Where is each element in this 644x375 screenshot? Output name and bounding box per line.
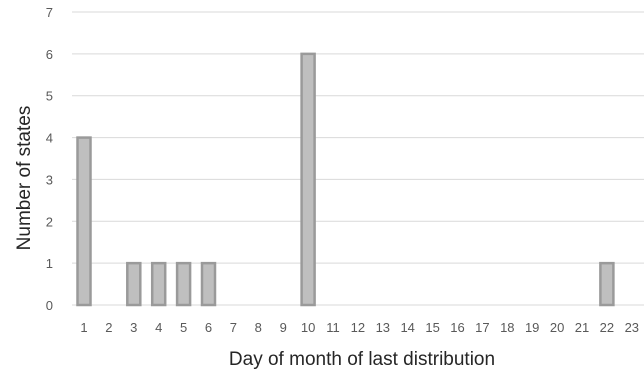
x-tick-label-1: 1 <box>80 320 87 335</box>
x-axis-title: Day of month of last distribution <box>229 349 495 370</box>
x-tick-label-18: 18 <box>500 320 514 335</box>
y-tick-label-0: 0 <box>46 298 53 313</box>
x-tick-label-5: 5 <box>180 320 187 335</box>
gridlines <box>72 11 644 306</box>
x-tick-labels: 1 2 3 4 5 6 7 8 9 10 11 12 13 14 15 16 17 18 19 20 21 22 23 <box>80 320 639 335</box>
x-tick-label-2: 2 <box>105 320 112 335</box>
bar-day-4 <box>150 261 167 307</box>
x-tick-label-4: 4 <box>155 320 162 335</box>
y-tick-label-1: 1 <box>46 256 53 271</box>
y-tick-label-4: 4 <box>46 131 53 146</box>
y-tick-label-2: 2 <box>46 214 53 229</box>
x-tick-label-20: 20 <box>550 320 564 335</box>
bar-day-10 <box>300 52 316 307</box>
x-tick-label-15: 15 <box>425 320 439 335</box>
x-tick-label-6: 6 <box>205 320 212 335</box>
bar-day-1 <box>76 136 92 307</box>
x-tick-label-11: 11 <box>326 320 340 335</box>
x-tick-label-14: 14 <box>400 320 414 335</box>
x-tick-label-9: 9 <box>280 320 287 335</box>
bars <box>76 52 615 307</box>
x-tick-label-16: 16 <box>450 320 464 335</box>
y-tick-labels: 0 1 2 3 4 5 6 7 <box>46 5 53 313</box>
y-tick-label-6: 6 <box>46 47 53 62</box>
x-tick-label-7: 7 <box>230 320 237 335</box>
y-axis-title: Number of states <box>14 106 35 251</box>
x-tick-label-3: 3 <box>130 320 137 335</box>
x-tick-label-17: 17 <box>475 320 489 335</box>
bar-day-22 <box>599 261 615 307</box>
y-tick-label-5: 5 <box>46 89 53 104</box>
x-tick-label-8: 8 <box>255 320 262 335</box>
bar-day-3 <box>126 261 142 307</box>
bar-day-6 <box>200 261 217 307</box>
x-tick-label-13: 13 <box>376 320 390 335</box>
x-tick-label-12: 12 <box>351 320 365 335</box>
x-tick-label-21: 21 <box>575 320 589 335</box>
x-tick-label-23: 23 <box>625 320 639 335</box>
x-tick-label-10: 10 <box>301 320 315 335</box>
y-tick-label-7: 7 <box>46 5 53 20</box>
x-tick-label-22: 22 <box>600 320 614 335</box>
bar-day-5 <box>175 261 192 307</box>
x-tick-label-19: 19 <box>525 320 539 335</box>
y-tick-label-3: 3 <box>46 172 53 187</box>
